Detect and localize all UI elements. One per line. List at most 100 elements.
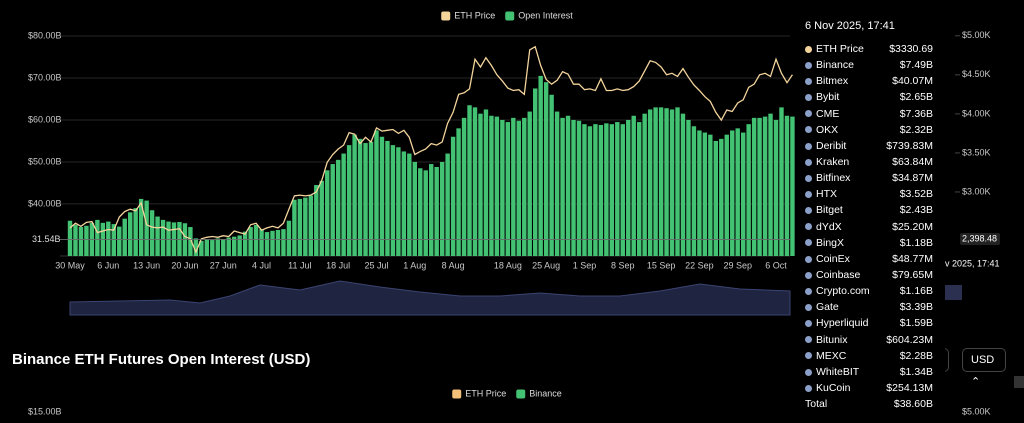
exchange-icon (805, 61, 812, 69)
bar (735, 128, 740, 256)
tooltip-row: OKX $2.32B (805, 122, 933, 138)
currency-select[interactable]: USD ⌃ (962, 348, 1006, 388)
section-title: Binance ETH Futures Open Interest (USD) (12, 351, 311, 368)
bar (237, 235, 242, 256)
row-name: KuCoin (816, 381, 851, 394)
bar (439, 161, 445, 256)
bar (325, 170, 330, 256)
scroll-icon[interactable] (1014, 376, 1024, 388)
bar (264, 232, 270, 256)
bar (593, 124, 598, 256)
bar (281, 229, 286, 256)
bar (467, 105, 472, 256)
tooltip-row: CME $7.36B (805, 106, 933, 122)
row-name: HTX (816, 188, 837, 201)
bar (215, 238, 220, 256)
bar (314, 185, 319, 256)
row-value: $1.18B (899, 236, 933, 249)
x-tick-label: 27 Jun (210, 260, 237, 270)
bar (620, 124, 625, 256)
tooltip-row: BingX $1.18B (805, 235, 933, 251)
navigator-handle[interactable] (945, 285, 962, 300)
bar (472, 107, 478, 256)
row-name: Crypto.com (816, 285, 870, 298)
bar (445, 153, 450, 256)
y-tick-label: $70.00B (28, 72, 62, 82)
bar (598, 124, 604, 256)
bar (166, 221, 171, 256)
bar (675, 107, 680, 256)
bar (423, 170, 428, 256)
bar (626, 119, 631, 256)
bar (106, 221, 111, 256)
tooltip-row: CoinEx $48.77M (805, 251, 933, 267)
bar (697, 130, 702, 256)
y-tick-label: $60.00B (28, 114, 62, 124)
row-name: Bybit (816, 91, 840, 104)
x-tick-label: 13 Jun (133, 260, 160, 270)
row-name: Bitget (816, 204, 843, 217)
x-tick-label: 8 Aug (442, 260, 465, 270)
bar (669, 109, 675, 257)
bar (78, 227, 84, 256)
bar (259, 229, 264, 256)
bar (330, 164, 335, 256)
legend-swatch (505, 11, 515, 21)
bar (511, 117, 516, 256)
bar (549, 94, 554, 257)
bar (483, 109, 489, 257)
y2-tick-label: $4.00K (962, 108, 991, 118)
bar (576, 120, 582, 256)
x-tick-label: 29 Sep (723, 260, 752, 270)
exchange-icon (805, 207, 812, 215)
bar (128, 212, 133, 256)
y2-tick-label: $3.00K (962, 186, 991, 196)
bar (740, 132, 746, 256)
y-tick-label: $40.00B (28, 198, 62, 208)
tooltip-row: Bybit $2.65B (805, 89, 933, 105)
exchange-icon (805, 352, 812, 360)
exchange-icon (805, 255, 812, 263)
row-value: $3.52B (899, 188, 933, 201)
x-tick-label: 11 Jul (288, 260, 311, 270)
bar (543, 82, 549, 257)
bar (412, 161, 417, 256)
tooltip-row: Bitunix $604.23M (805, 332, 933, 348)
tooltip-row: Binance $7.49B (805, 57, 933, 73)
bar (751, 117, 757, 256)
bar (784, 115, 790, 257)
x-tick-label: 6 Jun (97, 260, 119, 270)
bar (719, 138, 724, 256)
bar (494, 116, 500, 257)
bar (522, 117, 527, 256)
bar (226, 237, 231, 256)
bar (319, 180, 324, 256)
row-value: $3.39B (899, 301, 933, 314)
bar (292, 199, 297, 256)
tooltip-row: Hyperliquid $1.59B (805, 315, 933, 331)
row-value: $7.49B (899, 59, 933, 72)
row-value: $1.59B (899, 317, 933, 330)
row-value: $2.65B (899, 91, 933, 104)
row-name: ETH Price (816, 43, 864, 55)
bar (73, 224, 78, 256)
bar (374, 130, 379, 256)
x-tick-label: 20 Jun (171, 260, 198, 270)
bar (456, 128, 461, 256)
row-value: $7.36B (899, 107, 933, 120)
bar (615, 122, 620, 256)
bar (144, 200, 149, 256)
tooltip-row: MEXC $2.28B (805, 348, 933, 364)
bar (67, 220, 73, 256)
exchange-icon (805, 336, 812, 344)
exchange-icon (805, 110, 812, 118)
bar (303, 197, 308, 256)
row-value: $79.65M (892, 268, 933, 281)
exchange-icon (805, 384, 812, 392)
row-name: CME (816, 107, 840, 120)
row-value: $38.60B (893, 398, 933, 411)
bar (642, 113, 647, 256)
tooltip-row: Bitget $2.43B (805, 202, 933, 218)
